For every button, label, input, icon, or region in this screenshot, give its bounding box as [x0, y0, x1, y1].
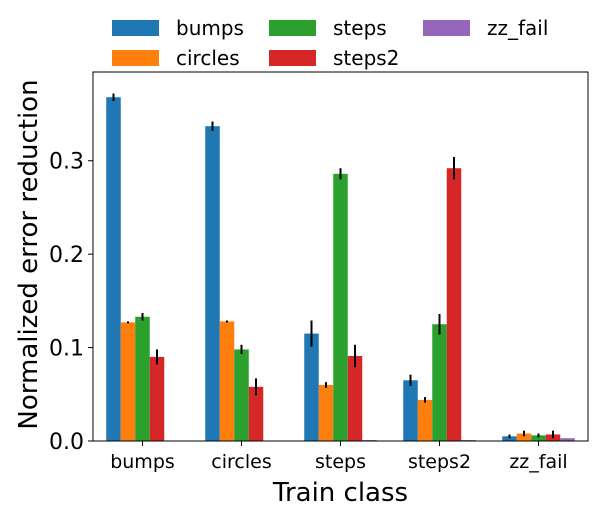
bar-bumps-circles: [205, 126, 220, 441]
legend-swatch-zz_fail: [423, 20, 470, 36]
legend: bumps circles steps steps2 zz_fail: [112, 16, 548, 70]
legend-swatch-circles: [112, 50, 159, 66]
legend-label-bumps: bumps: [176, 16, 244, 40]
bar-zz_fail-zz_fail: [560, 438, 575, 441]
legend-label-zz_fail: zz_fail: [487, 16, 548, 40]
x-tick-label-steps: steps: [315, 451, 366, 473]
x-tick-label-circles: circles: [211, 451, 271, 473]
bar-circles-zz_fail: [516, 433, 532, 441]
x-axis-label: Train class: [272, 478, 408, 508]
bar-bumps-steps: [304, 333, 319, 441]
y-axis-label: Normalized error reduction: [14, 79, 44, 429]
y-tick-label-1: 0.1: [49, 337, 84, 362]
bar-steps-bumps: [135, 316, 150, 441]
bar-bumps-bumps: [106, 97, 121, 442]
bar-steps-zz_fail: [531, 435, 546, 441]
bar-circles-steps: [318, 384, 334, 441]
x-tick-label-steps2: steps2: [408, 451, 471, 473]
chart-marks: [106, 93, 575, 442]
bar-steps-circles: [234, 349, 249, 441]
bar-steps2-steps2: [446, 168, 462, 441]
x-tick-label-zz_fail: zz_fail: [509, 451, 567, 473]
bar-steps-steps: [333, 173, 348, 441]
legend-label-circles: circles: [176, 46, 240, 70]
bar-bumps-steps2: [403, 380, 418, 441]
y-tick-label-3: 0.3: [49, 150, 84, 175]
bar-circles-bumps: [120, 322, 136, 441]
legend-swatch-steps: [269, 20, 316, 36]
bar-circles-steps2: [417, 399, 433, 441]
legend-label-steps2: steps2: [333, 46, 399, 70]
chart-axes: bumps circles steps steps2 zz_fail 0.0 0.1 0.2 0…: [49, 71, 589, 473]
bar-steps-steps2: [432, 324, 447, 441]
y-tick-label-0: 0.0: [49, 430, 84, 455]
bar-bumps-zz_fail: [502, 436, 517, 441]
bar-steps2-bumps: [149, 356, 165, 441]
legend-swatch-bumps: [112, 20, 159, 36]
bar-steps2-circles: [248, 386, 264, 441]
x-tick-label-bumps: bumps: [110, 451, 175, 473]
legend-label-steps: steps: [333, 16, 387, 40]
y-tick-label-2: 0.2: [49, 243, 84, 268]
bar-steps2-steps: [347, 355, 363, 441]
legend-swatch-steps2: [269, 50, 316, 66]
bar-circles-circles: [219, 321, 235, 441]
